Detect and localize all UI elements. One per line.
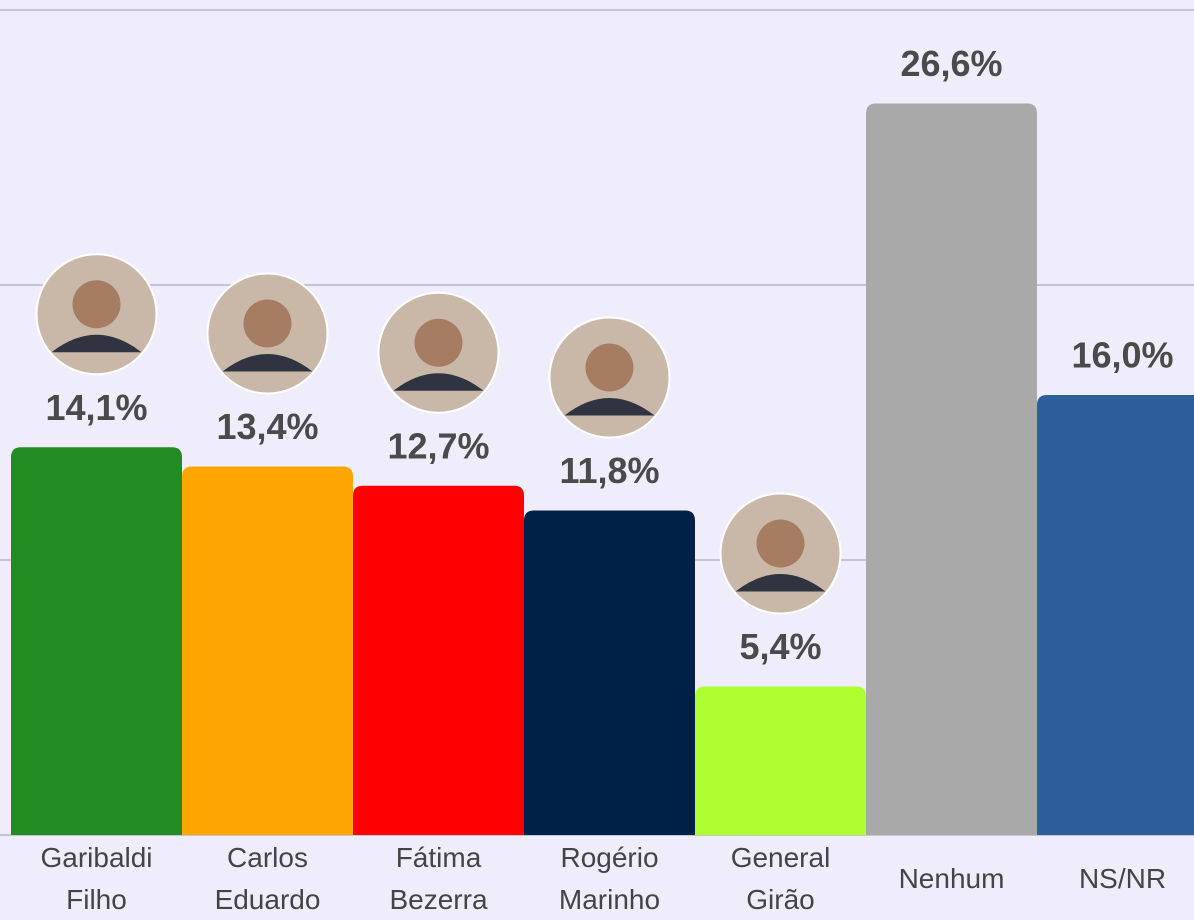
- photo-face: [756, 519, 805, 568]
- x-tick-label-box: Carlos Eduardo: [182, 838, 353, 920]
- x-tick-label: Nenhum: [898, 863, 1005, 894]
- bar: [866, 103, 1037, 835]
- bar: [182, 466, 353, 835]
- bar: [524, 510, 695, 835]
- x-tick-label: General Girão: [730, 842, 831, 915]
- x-tick-label-box: Garibaldi Filho: [11, 838, 182, 920]
- value-label: 26,6%: [900, 43, 1002, 84]
- photo-face: [585, 343, 634, 392]
- value-label: 13,4%: [216, 406, 318, 447]
- x-tick-label-box: Rogério Marinho: [524, 838, 695, 920]
- x-tick-label: Rogério Marinho: [558, 842, 661, 915]
- value-label: 16,0%: [1071, 335, 1173, 376]
- value-label: 5,4%: [739, 626, 821, 667]
- photo-shoulders: [222, 354, 313, 372]
- x-tick-label-box: Fátima Bezerra: [353, 838, 524, 920]
- x-tick-label: Garibaldi Filho: [40, 842, 153, 915]
- x-tick-label: NS/NR: [1078, 863, 1167, 894]
- value-label: 11,8%: [559, 450, 659, 491]
- photo-shoulders: [735, 574, 826, 592]
- x-tick-label: Carlos Eduardo: [214, 842, 321, 915]
- x-tick-label-box: Nenhum: [866, 838, 1037, 920]
- bar: [695, 686, 866, 835]
- photo-face: [414, 318, 463, 367]
- photo-shoulders: [564, 398, 655, 416]
- bar: [353, 485, 524, 835]
- value-label: 12,7%: [387, 425, 489, 466]
- value-label: 14,1%: [45, 387, 147, 428]
- bar: [1037, 395, 1194, 835]
- x-tick-label-box: NS/NR: [1037, 838, 1194, 920]
- x-tick-label: Fátima Bezerra: [389, 842, 488, 915]
- bar: [11, 447, 182, 835]
- x-tick-label-box: General Girão: [695, 838, 866, 920]
- photo-shoulders: [393, 373, 484, 391]
- photo-shoulders: [51, 334, 142, 353]
- photo-face: [243, 299, 292, 348]
- photo-face: [72, 280, 121, 329]
